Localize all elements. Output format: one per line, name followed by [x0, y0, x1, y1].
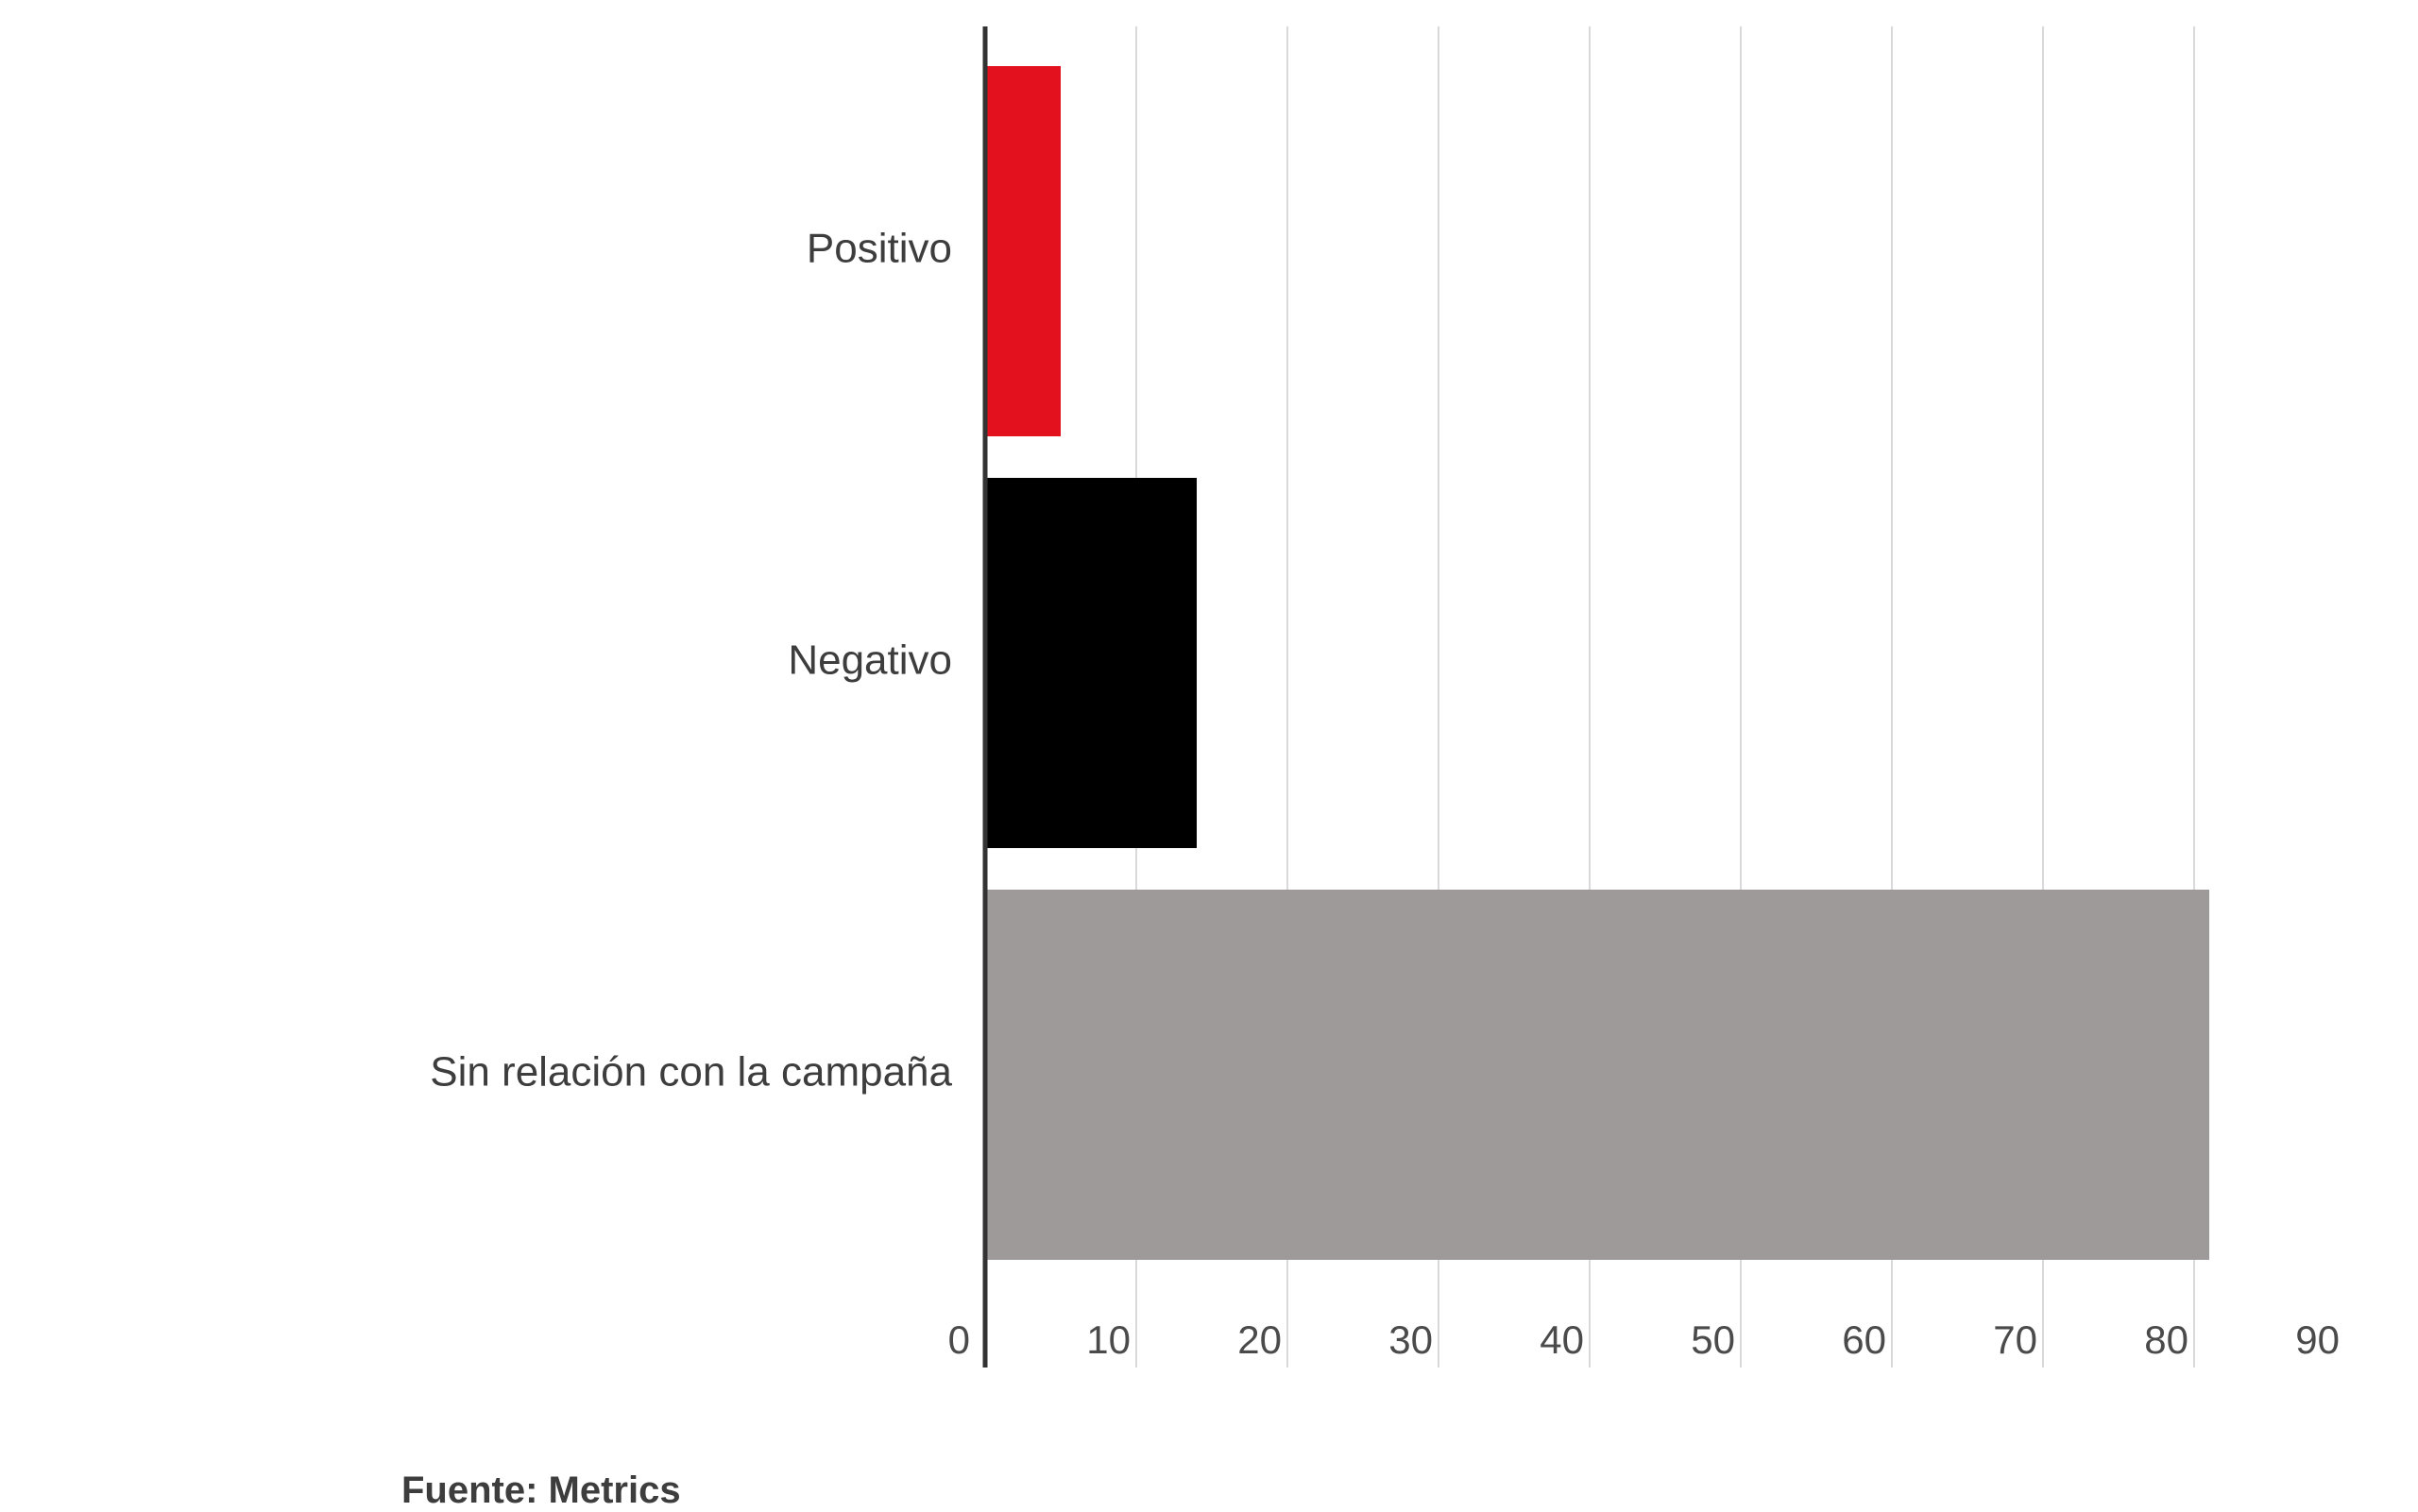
- grid-lines: [1135, 26, 2195, 1368]
- bar-sin-relacion: [985, 890, 2209, 1260]
- category-label-1: Negativo: [788, 637, 952, 684]
- tick-label-0: 0: [948, 1317, 970, 1362]
- tick-label-30: 30: [1388, 1317, 1433, 1362]
- tick-label-70: 70: [1993, 1317, 2037, 1362]
- x-tick-labels: 0 10 20 30 40 50 60 70 80 90: [948, 1317, 2340, 1362]
- bars: [985, 66, 2209, 1260]
- bar-negativo: [985, 478, 1197, 848]
- bar-positivo: [985, 66, 1061, 436]
- category-label-0: Positivo: [807, 226, 952, 272]
- tick-label-60: 60: [1842, 1317, 1886, 1362]
- tick-label-40: 40: [1540, 1317, 1584, 1362]
- tick-label-10: 10: [1086, 1317, 1131, 1362]
- tick-label-90: 90: [2295, 1317, 2340, 1362]
- source-note: Fuente: Metrics: [401, 1470, 681, 1511]
- tick-label-50: 50: [1691, 1317, 1735, 1362]
- tick-label-20: 20: [1237, 1317, 1282, 1362]
- tick-label-80: 80: [2144, 1317, 2188, 1362]
- category-label-2: Sin relación con la campaña: [430, 1049, 952, 1096]
- category-labels: Positivo Negativo Sin relación con la camp…: [430, 226, 952, 1096]
